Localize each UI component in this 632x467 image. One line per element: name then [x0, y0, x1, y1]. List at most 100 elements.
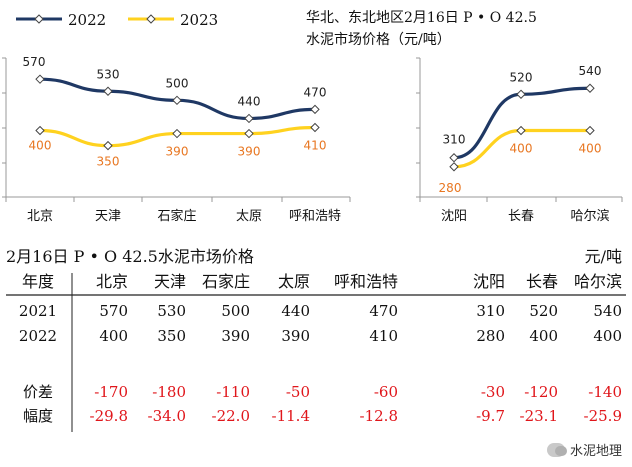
data-label-2022: 570: [23, 55, 46, 69]
table-cell: 350: [157, 327, 186, 345]
table-cell: 540: [593, 302, 622, 320]
wechat-icon: [546, 442, 567, 457]
series-2023-point: [35, 125, 45, 136]
chart-subtitle: 水泥市场价格（元/吨）: [306, 31, 451, 48]
chart-title: 华北、东北地区2月16日 P • O 42.5: [306, 10, 537, 26]
series-2022-point: [103, 86, 113, 96]
series-2023-point: [310, 122, 320, 133]
table-header-cell: 长春: [526, 272, 558, 291]
series-2023-point: [103, 140, 113, 151]
legend-marker: [34, 14, 44, 24]
series-2023-point: [449, 162, 459, 172]
data-label-2023: 350: [97, 155, 120, 169]
data-label-2022: 440: [238, 94, 261, 108]
table-cell: 470: [369, 302, 398, 320]
table-cell: 520: [529, 302, 558, 320]
table-cell: -30: [481, 383, 505, 401]
table-cell: -29.8: [90, 407, 128, 425]
data-label-2022: 520: [510, 70, 533, 84]
table-cell: 440: [281, 302, 310, 320]
data-label-2023: 390: [166, 145, 189, 159]
series-layer: [35, 74, 595, 172]
table-header-cell: 呼和浩特: [334, 272, 398, 291]
table-cell: -60: [374, 383, 398, 401]
legend-marker: [146, 14, 156, 24]
data-label-2022: 310: [443, 133, 466, 147]
data-label-2023: 400: [510, 142, 533, 156]
table-row-label: 2022: [19, 327, 57, 345]
series-2022-point: [172, 95, 182, 106]
x-tick-label: 沈阳: [441, 209, 467, 224]
table-cell: -22.0: [212, 407, 250, 425]
table-cell: -110: [216, 383, 250, 401]
data-label-2023: 400: [579, 142, 602, 156]
x-tick-label: 太原: [236, 209, 262, 224]
series-2023-point: [244, 128, 254, 139]
watermark: 水泥地理: [546, 440, 622, 459]
data-label-2023: 400: [29, 139, 52, 153]
table-cell: -180: [152, 383, 186, 401]
series-2023-point: [172, 128, 182, 139]
x-tick-label: 哈尔滨: [570, 208, 609, 224]
table-cell: -50: [286, 383, 310, 401]
data-label-2022: 530: [97, 67, 120, 81]
table-header-cell: 哈尔滨: [574, 272, 622, 291]
table-cell: 570: [99, 302, 128, 320]
table-cell: -9.7: [476, 407, 505, 425]
table-cell: 390: [281, 327, 310, 345]
table-cell: -170: [94, 383, 128, 401]
x-tick-label: 石家庄: [157, 208, 196, 224]
series-2022-point: [449, 153, 459, 163]
data-label-2022: 500: [166, 76, 189, 90]
table-header-cell: 北京: [96, 272, 128, 291]
series-2023-point: [585, 125, 595, 136]
table-cell: 410: [369, 327, 398, 345]
label-layer: 570 530 500 440 470 310 520 540 400 350 390 390 410 2…: [23, 55, 602, 195]
table-title: 2月16日 P • O 42.5水泥市场价格: [6, 247, 254, 266]
table-cell: -11.4: [272, 407, 310, 425]
data-label-2023: 410: [304, 139, 327, 153]
table-header-cell: 年度: [22, 272, 54, 291]
table-cell: 400: [593, 327, 622, 345]
table-unit: 元/吨: [585, 247, 622, 266]
table-cell: -23.1: [520, 407, 558, 425]
legend: 2022 2023: [16, 11, 218, 29]
data-label-2022: 540: [579, 64, 602, 78]
table-cell: -140: [588, 383, 622, 401]
x-tick-label: 北京: [27, 209, 53, 224]
table-cell: 530: [157, 302, 186, 320]
table-cell: 400: [529, 327, 558, 345]
series-2022-point: [244, 113, 254, 124]
series-2022-point: [516, 89, 526, 99]
table-cell: -34.0: [148, 407, 186, 425]
series-2022-point: [310, 104, 320, 115]
table-cell: 390: [221, 327, 250, 345]
data-label-2023: 280: [439, 181, 462, 195]
x-tick-label: 天津: [95, 209, 121, 224]
table-row-label: 2021: [19, 302, 57, 320]
axis-layer: 北京 天津 石家庄 太原 呼和浩特 沈阳 长春 哈尔滨: [2, 57, 623, 224]
table-cell: 310: [476, 302, 505, 320]
series-2022-point: [35, 74, 45, 84]
series-2022-point: [585, 83, 595, 93]
data-label-2022: 470: [304, 85, 327, 99]
table-row-label: 幅度: [23, 407, 53, 425]
series-2023-point: [516, 125, 526, 136]
table-row-label: 价差: [23, 383, 53, 401]
x-tick-label: 长春: [508, 209, 534, 224]
table-header-cell: 天津: [154, 272, 186, 291]
table-cell: 500: [221, 302, 250, 320]
table-header-cell: 太原: [278, 272, 310, 291]
data-label-2023: 390: [238, 145, 261, 159]
table-cell: -25.9: [584, 407, 622, 425]
legend-label-2022: 2022: [68, 11, 106, 29]
table-header-cell: 石家庄: [202, 272, 250, 291]
table-header-cell: 沈阳: [473, 272, 505, 291]
table-cell: 280: [476, 327, 505, 345]
x-tick-label: 呼和浩特: [289, 209, 341, 224]
legend-label-2023: 2023: [180, 11, 218, 29]
table-cell: -12.8: [360, 407, 398, 425]
table-cell: -120: [524, 383, 558, 401]
watermark-text: 水泥地理: [569, 444, 622, 459]
